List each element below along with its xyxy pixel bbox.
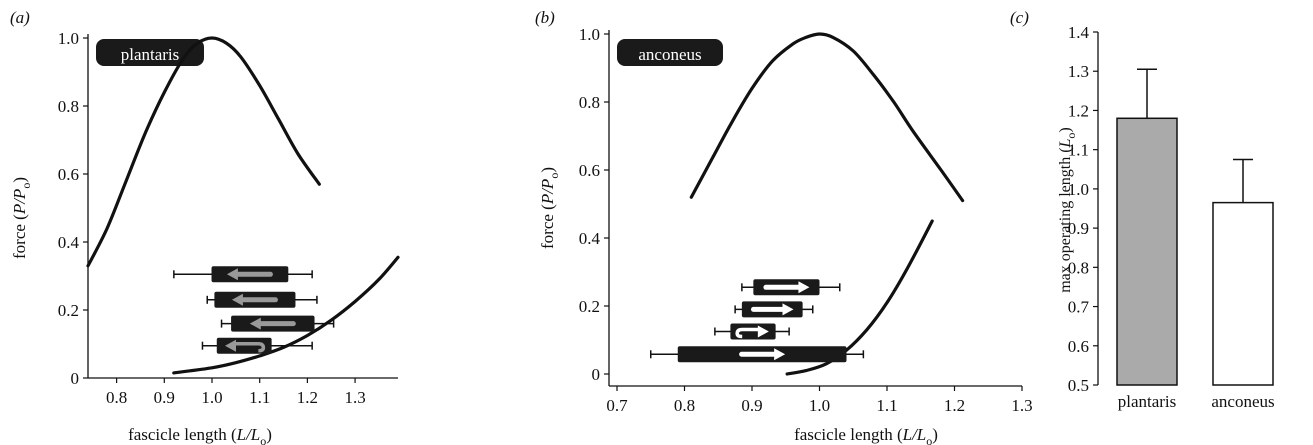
arrow-shaft [241,297,278,302]
panel-b-fascicle-bar [742,279,840,295]
panel-b-x-tick-label: 0.8 [674,396,695,415]
arrow-shaft [751,307,785,312]
panel-c-y-tick-label: 0.6 [1068,337,1089,356]
panel-b-xlabel-suffix: ) [932,425,938,444]
panel-c-y-tick-label: 1.0 [1068,180,1089,199]
panel-b-x-tick-label: 1.0 [809,396,830,415]
panel-c: (c) max operating length (Lo) 0.5 0.6 0.7 0… [1010,8,1275,411]
panel-a-fascicle-bar [207,292,317,308]
panel-a-xlabel-var: L/L [236,425,261,444]
panel-b-x-tick-label: 1.3 [1011,396,1032,415]
panel-a-ylabel-var: P/P [10,189,29,216]
panel-a-x-tick-label: 0.8 [106,388,127,407]
panel-a-y-tick-label: 0.4 [58,233,80,252]
panel-c-y-tick-label: 0.8 [1068,258,1089,277]
panel-b-label: anconeus [638,45,701,64]
panel-a-letter: (a) [10,8,30,27]
panel-c-bar-anconeus [1213,203,1273,385]
panel-b-xlabel-prefix: fascicle length ( [794,425,903,444]
panel-a-label: plantaris [121,45,180,64]
panel-b-x-tick-label: 1.1 [876,396,897,415]
panel-a-x-tick-label: 1.2 [297,388,318,407]
panel-a-y-tick-label: 1.0 [58,29,79,48]
panel-b-ylabel-var: P/P [538,179,557,206]
panel-b-fascicle-bar [735,301,813,317]
panel-a-active-force-curve [88,38,319,266]
panel-b-fascicle-bar [651,346,864,362]
panel-c-bar-plantaris [1117,118,1177,385]
panel-b-xlabel-var: L/L [902,425,927,444]
panel-c-y-tick-label: 0.9 [1068,219,1089,238]
panel-a-x-tick-label: 1.3 [344,388,365,407]
panel-c-category-label: plantaris [1118,392,1177,411]
panel-c-ylabel-suffix: ) [1057,127,1074,132]
panel-a-x-tick-label: 1.0 [201,388,222,407]
panel-b-x-tick-label: 0.9 [741,396,762,415]
panel-a-y-tick-label: 0.8 [58,97,79,116]
panel-a-xlabel-prefix: fascicle length ( [128,425,237,444]
panel-b-x-tick-label: 0.7 [606,396,628,415]
panel-b-ylabel-suffix: ) [538,167,557,173]
panel-b-y-tick-label: 0.4 [579,229,601,248]
arrow-shaft [259,321,296,326]
panel-b: (b) anconeus fascicle length (L/Lo) forc… [535,8,1033,445]
panel-b-y-tick-label: 0.8 [579,93,600,112]
panel-b-y-axis-label: force (P/Po) [538,167,561,249]
arrow-shaft [763,285,800,290]
panel-a-y-tick-label: 0 [71,369,80,388]
panel-b-y-tick-label: 0.6 [579,161,600,180]
panel-c-y-tick-label: 0.5 [1068,376,1089,395]
panel-a-fascicle-bar [174,266,312,282]
panel-a-ylabel-prefix: force ( [10,214,29,259]
panel-c-y-tick-label: 1.4 [1068,23,1090,42]
panel-c-letter: (c) [1010,8,1029,27]
panel-c-category-label: anconeus [1211,392,1274,411]
panel-c-y-tick-label: 1.1 [1068,141,1089,160]
panel-a-y-tick-label: 0.6 [58,165,79,184]
panel-b-x-tick-label: 1.2 [944,396,965,415]
arrow-shaft [236,272,273,277]
panel-b-y-tick-label: 0 [592,365,601,384]
panel-a: (a) plantaris fascicle length (L/Lo) for… [10,8,398,445]
panel-a-x-axis-label: fascicle length (L/Lo) [128,425,272,445]
panel-c-y-tick-label: 1.2 [1068,101,1089,120]
panel-b-x-axis-label: fascicle length (L/Lo) [794,425,938,445]
panel-a-ylabel-suffix: ) [10,177,29,183]
panel-b-active-force-curve [691,34,962,201]
panel-c-y-tick-label: 1.3 [1068,62,1089,81]
panel-b-y-tick-label: 1.0 [579,25,600,44]
panel-a-xlabel-suffix: ) [266,425,272,444]
panel-b-y-tick-label: 0.2 [579,297,600,316]
panel-b-fascicle-bar [715,324,789,340]
panel-a-y-axis-label: force (P/Po) [10,177,33,259]
panel-a-x-tick-label: 0.9 [154,388,175,407]
panel-c-y-tick-label: 0.7 [1068,298,1090,317]
panel-b-ylabel-prefix: force ( [538,204,557,249]
panel-a-x-tick-label: 1.1 [249,388,270,407]
panel-a-y-tick-label: 0.2 [58,301,79,320]
arrow-shaft [739,352,776,357]
panel-b-letter: (b) [535,8,555,27]
